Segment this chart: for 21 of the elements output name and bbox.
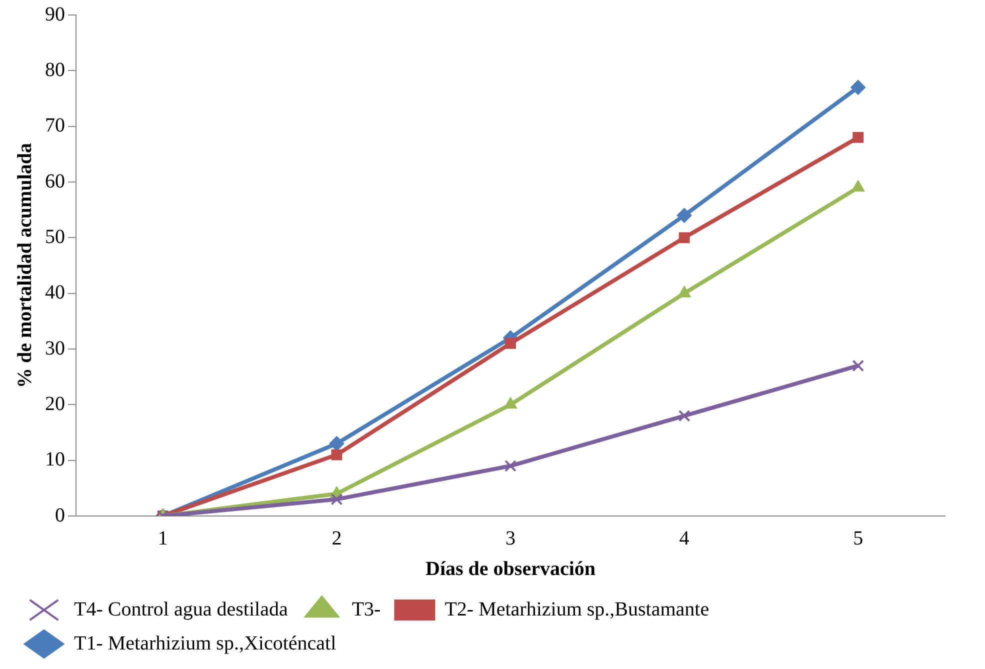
y-tick-label: 20: [45, 392, 65, 415]
x-tick-label: 5: [853, 527, 864, 550]
x-tick-label: 3: [506, 527, 516, 550]
legend-label: T3-: [352, 598, 381, 620]
legend-label: T2- Metarhizium sp.,Bustamante: [444, 598, 710, 620]
y-tick-label: 10: [45, 448, 65, 471]
y-tick-label: 0: [55, 504, 65, 526]
y-tick-label: 70: [45, 114, 65, 137]
y-axis-title: % de mortalidad acumulada: [14, 142, 36, 388]
x-tick-label: 1: [158, 527, 168, 550]
y-tick-label: 30: [45, 337, 65, 360]
y-tick-label: 40: [45, 282, 65, 304]
y-tick-label: 90: [45, 3, 65, 26]
x-tick-label: 2: [332, 527, 342, 550]
y-tick-label: 60: [45, 170, 65, 192]
legend-label: T4- Control agua destilada: [74, 598, 288, 620]
y-tick-label: 50: [45, 226, 65, 248]
y-tick-label: 80: [45, 58, 65, 81]
legend-label: T1- Metarhizium sp.,Xicoténcatl: [74, 632, 337, 654]
x-axis-title: Días de observación: [426, 558, 596, 580]
x-tick-label: 4: [679, 527, 690, 550]
